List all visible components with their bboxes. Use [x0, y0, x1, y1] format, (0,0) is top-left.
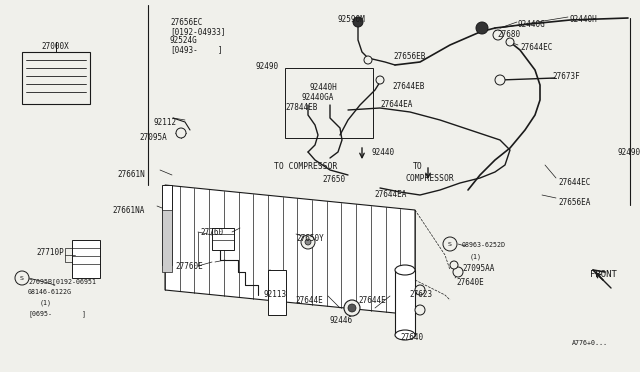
Text: 92440: 92440 [371, 148, 394, 157]
Text: 92490: 92490 [255, 62, 278, 71]
Text: 27095A: 27095A [139, 133, 167, 142]
Text: 27644E: 27644E [295, 296, 323, 305]
Text: 27844EB: 27844EB [285, 103, 317, 112]
Circle shape [15, 271, 29, 285]
Text: 92440H: 92440H [310, 83, 338, 92]
Bar [162, 210, 172, 272]
Text: [0493-: [0493- [170, 45, 198, 54]
Circle shape [305, 239, 311, 245]
Text: [0192-04933]: [0192-04933] [170, 27, 225, 36]
Bar [268, 270, 286, 315]
Circle shape [476, 22, 488, 34]
Text: 27644EA: 27644EA [374, 190, 406, 199]
Text: 27650Y: 27650Y [296, 234, 324, 243]
Text: 27673F: 27673F [552, 72, 580, 81]
Text: 27760: 27760 [200, 228, 223, 237]
Circle shape [376, 76, 384, 84]
Text: A776+0...: A776+0... [572, 340, 608, 346]
Text: 92590M: 92590M [338, 15, 365, 24]
Text: 92446: 92446 [330, 316, 353, 325]
Text: 92490: 92490 [618, 148, 640, 157]
Ellipse shape [395, 330, 415, 340]
Text: 27095B[0192-06951: 27095B[0192-06951 [28, 278, 96, 285]
Bar [212, 228, 234, 250]
Circle shape [353, 17, 363, 27]
Circle shape [415, 305, 425, 315]
Circle shape [344, 300, 360, 316]
Text: [0695-: [0695- [28, 310, 52, 317]
Bar [72, 240, 100, 278]
Circle shape [450, 261, 458, 269]
Bar [22, 52, 90, 104]
Text: (1): (1) [40, 299, 52, 305]
Text: TO COMPRESSOR: TO COMPRESSOR [274, 162, 337, 171]
Text: 27644EA: 27644EA [380, 100, 412, 109]
Text: 92440G: 92440G [518, 20, 546, 29]
Circle shape [176, 128, 186, 138]
Text: TO: TO [413, 162, 423, 171]
Bar [162, 185, 172, 265]
Circle shape [364, 56, 372, 64]
Text: 92112: 92112 [153, 118, 176, 127]
Text: 27650: 27650 [322, 175, 345, 184]
Circle shape [495, 75, 505, 85]
Text: 27644EB: 27644EB [392, 82, 424, 91]
Text: 27640E: 27640E [456, 278, 484, 287]
Text: 27680: 27680 [497, 30, 520, 39]
Text: 27644EC: 27644EC [520, 43, 552, 52]
Text: 27710P: 27710P [36, 248, 64, 257]
Polygon shape [165, 185, 415, 315]
Text: 92440GA: 92440GA [302, 93, 334, 102]
Text: 08963-6252D: 08963-6252D [462, 242, 506, 248]
Text: 27661NA: 27661NA [112, 206, 145, 215]
Ellipse shape [395, 265, 415, 275]
Text: 08146-6122G: 08146-6122G [28, 289, 72, 295]
Text: 27760E: 27760E [175, 262, 203, 271]
Text: 27640: 27640 [400, 333, 423, 342]
Circle shape [453, 267, 463, 277]
Text: 27644EC: 27644EC [558, 178, 590, 187]
Text: 27656EA: 27656EA [558, 198, 590, 207]
Circle shape [506, 38, 514, 46]
Text: S: S [448, 241, 452, 247]
Circle shape [493, 30, 503, 40]
Text: COMPRESSOR: COMPRESSOR [406, 174, 455, 183]
Circle shape [301, 235, 315, 249]
Text: 27656EC: 27656EC [170, 18, 202, 27]
Text: 27656EB: 27656EB [393, 52, 426, 61]
Text: (1): (1) [470, 253, 482, 260]
Text: FRONT: FRONT [590, 270, 617, 279]
Text: 92440H: 92440H [570, 15, 598, 24]
Bar [285, 68, 373, 138]
Bar [395, 270, 415, 335]
Text: 27644E: 27644E [358, 296, 386, 305]
Text: ]: ] [82, 310, 86, 317]
Text: S: S [20, 276, 24, 280]
Circle shape [348, 304, 356, 312]
Circle shape [443, 237, 457, 251]
Text: 27000X: 27000X [41, 42, 69, 51]
Circle shape [415, 285, 425, 295]
Text: 27661N: 27661N [117, 170, 145, 179]
Text: 92524G: 92524G [170, 36, 198, 45]
Text: 27095AA: 27095AA [462, 264, 494, 273]
Text: 27623: 27623 [409, 290, 432, 299]
Text: ]: ] [218, 45, 223, 54]
Text: 92113: 92113 [263, 290, 286, 299]
